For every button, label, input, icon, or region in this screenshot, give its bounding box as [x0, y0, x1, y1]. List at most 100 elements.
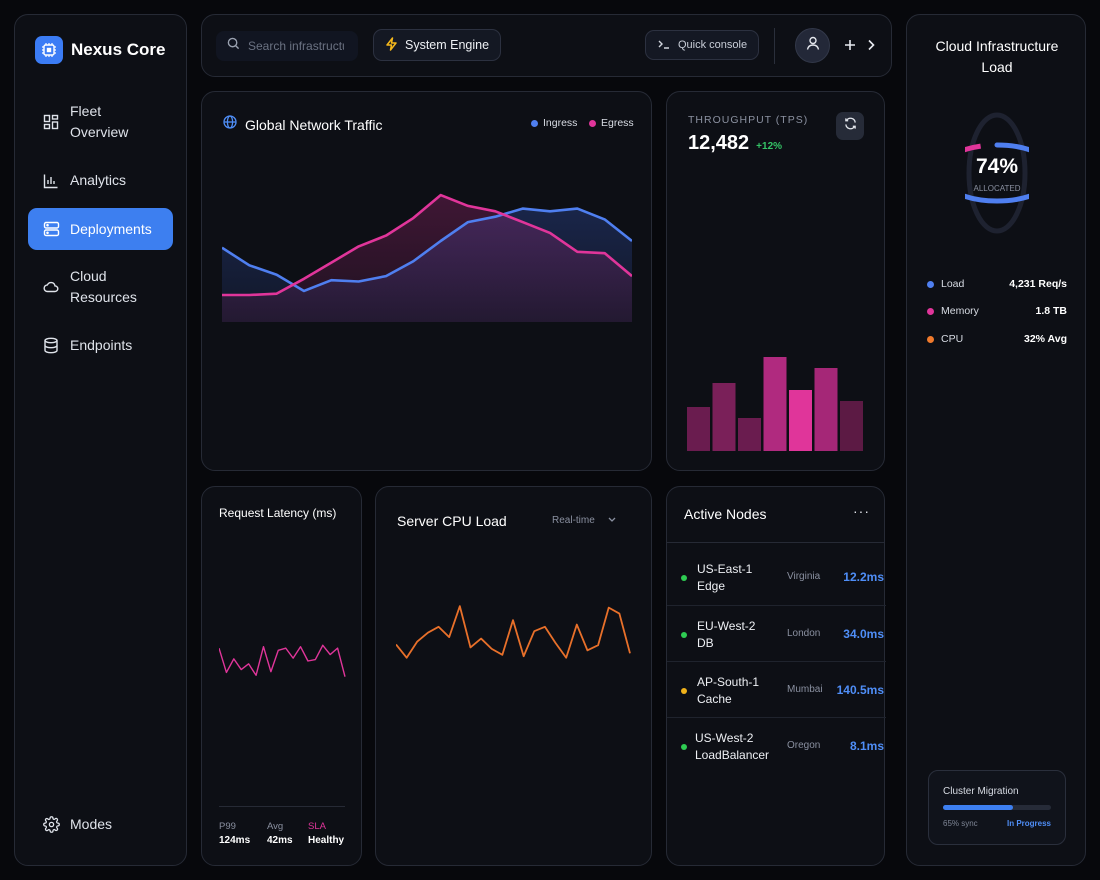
- bar-chart-icon: [42, 172, 60, 190]
- gear-icon: [42, 816, 60, 834]
- node-name: AP-South-1 Cache: [697, 675, 760, 706]
- node-row[interactable]: US-East-1 Edge Virginia 12.2ms: [667, 549, 886, 605]
- network-traffic-card: Global Network Traffic Ingress Egress: [201, 91, 652, 471]
- node-latency: 12.2ms: [843, 570, 884, 584]
- node-latency: 8.1ms: [849, 739, 884, 753]
- cluster-migration-card[interactable]: Cluster Migration 65% sync In Progress: [928, 770, 1066, 845]
- sidebar: Nexus Core Fleet Overview Analytics Depl…: [14, 14, 187, 866]
- plus-icon[interactable]: [844, 36, 856, 56]
- sidebar-item-analytics[interactable]: Analytics: [28, 170, 173, 191]
- status-dot: [681, 575, 687, 581]
- stat-dot: [927, 335, 934, 343]
- stat-dot: [927, 280, 934, 288]
- sidebar-item-modes[interactable]: Modes: [28, 814, 173, 835]
- legend-label: Ingress: [543, 117, 578, 129]
- migration-progress-label: 65% sync: [943, 819, 978, 828]
- cpu-line: [396, 605, 631, 659]
- refresh-icon: [844, 117, 857, 135]
- status-dot: [681, 688, 687, 694]
- sidebar-item-fleet-overview[interactable]: Fleet Overview: [28, 101, 173, 143]
- sidebar-item-label: Fleet Overview: [70, 103, 129, 140]
- chip-icon: [35, 36, 63, 64]
- throughput-bar-chart: [687, 357, 863, 451]
- status-dot: [681, 744, 687, 750]
- migration-title: Cluster Migration: [943, 786, 1019, 797]
- brand-name: Nexus Core: [71, 40, 166, 59]
- cpu-load-card: Server CPU Load Real-time: [375, 486, 652, 866]
- stat-label: Load: [941, 278, 965, 290]
- sidebar-item-cloud-resources[interactable]: Cloud Resources: [28, 266, 173, 308]
- sidebar-item-endpoints[interactable]: Endpoints: [28, 335, 173, 356]
- latency-sla-value: Healthy: [308, 835, 345, 846]
- node-row[interactable]: US-West-2 LoadBalancer Oregon 8.1ms: [667, 717, 886, 773]
- search-box[interactable]: [216, 31, 358, 61]
- series-line-ingress: [222, 207, 632, 293]
- system-engine-button[interactable]: System Engine: [373, 29, 502, 61]
- legend-dot: [589, 119, 596, 127]
- bar: [789, 390, 812, 451]
- quick-console-button[interactable]: Quick console: [645, 30, 760, 60]
- brand[interactable]: Nexus Core: [35, 36, 165, 64]
- globe-icon: [223, 115, 237, 134]
- cloud-load-card: Cloud Infrastructure Load 74% ALLOCATED …: [906, 14, 1086, 866]
- stat-label: CPU: [941, 333, 964, 345]
- migration-status: In Progress: [1006, 819, 1051, 828]
- divider: [219, 806, 345, 807]
- node-latency: 34.0ms: [843, 627, 884, 641]
- chevron-down-icon: [608, 515, 616, 526]
- terminal-icon: [657, 38, 671, 53]
- traffic-chart: [222, 193, 632, 322]
- throughput-value: 12,482: [688, 132, 750, 154]
- latency-p99-label: P99: [219, 821, 236, 832]
- load-gauge: [965, 112, 1029, 234]
- series-line-egress: [222, 193, 632, 297]
- latency-p99-value: 124ms: [219, 835, 251, 846]
- bar: [712, 383, 736, 451]
- divider: [774, 28, 775, 64]
- stat-load: Load 4,231 Req/s: [927, 278, 1067, 290]
- legend-label: Egress: [601, 117, 634, 129]
- latency-line: [219, 644, 346, 677]
- node-row[interactable]: AP-South-1 Cache Mumbai 140.5ms: [667, 661, 886, 717]
- range-select[interactable]: Real-time: [552, 515, 616, 526]
- quick-console-label: Quick console: [678, 39, 748, 51]
- throughput-card: THROUGHPUT (TPS) 12,482 +12%: [666, 91, 885, 471]
- bar: [814, 368, 838, 451]
- chevron-right-icon[interactable]: [867, 36, 875, 56]
- latency-chart: [219, 644, 346, 677]
- sidebar-item-deployments[interactable]: Deployments: [28, 208, 173, 250]
- database-icon: [42, 337, 60, 355]
- top-bar: System Engine Quick console: [201, 14, 892, 77]
- stat-value: 4,231 Req/s: [1009, 278, 1067, 290]
- stat-value: 32% Avg: [1024, 333, 1067, 345]
- stat-memory: Memory 1.8 TB: [927, 305, 1067, 317]
- range-select-value: Real-time: [552, 515, 595, 526]
- node-location: Virginia: [787, 571, 821, 582]
- node-location: Oregon: [787, 740, 821, 751]
- server-icon: [42, 220, 60, 238]
- migration-progress-fill: [943, 805, 1014, 810]
- avatar[interactable]: [795, 28, 830, 63]
- bar: [840, 401, 863, 451]
- node-name: EU-West-2 DB: [697, 619, 756, 650]
- gauge-track: [966, 112, 1028, 234]
- legend-egress: Egress: [589, 117, 634, 129]
- more-options-icon[interactable]: ···: [853, 503, 870, 519]
- system-engine-label: System Engine: [405, 38, 490, 52]
- stat-cpu: CPU 32% Avg: [927, 333, 1067, 345]
- throughput-value-row: 12,482 +12%: [688, 132, 782, 155]
- sidebar-item-label: Endpoints: [70, 337, 133, 353]
- latency-avg-value: 42ms: [267, 835, 293, 846]
- node-location: Mumbai: [787, 684, 823, 695]
- node-row[interactable]: EU-West-2 DB London 34.0ms: [667, 605, 886, 661]
- refresh-button[interactable]: [836, 112, 864, 140]
- latency-sla-label: SLA: [308, 821, 326, 832]
- load-percent: 74%: [975, 155, 1019, 178]
- throughput-label: THROUGHPUT (TPS): [688, 114, 809, 126]
- grid-icon: [42, 113, 60, 131]
- search-icon: [227, 37, 240, 55]
- search-input[interactable]: [248, 39, 344, 53]
- area-egress: [222, 195, 632, 322]
- stat-value: 1.8 TB: [1035, 305, 1067, 317]
- active-nodes-card: Active Nodes ··· US-East-1 Edge Virginia…: [666, 486, 886, 866]
